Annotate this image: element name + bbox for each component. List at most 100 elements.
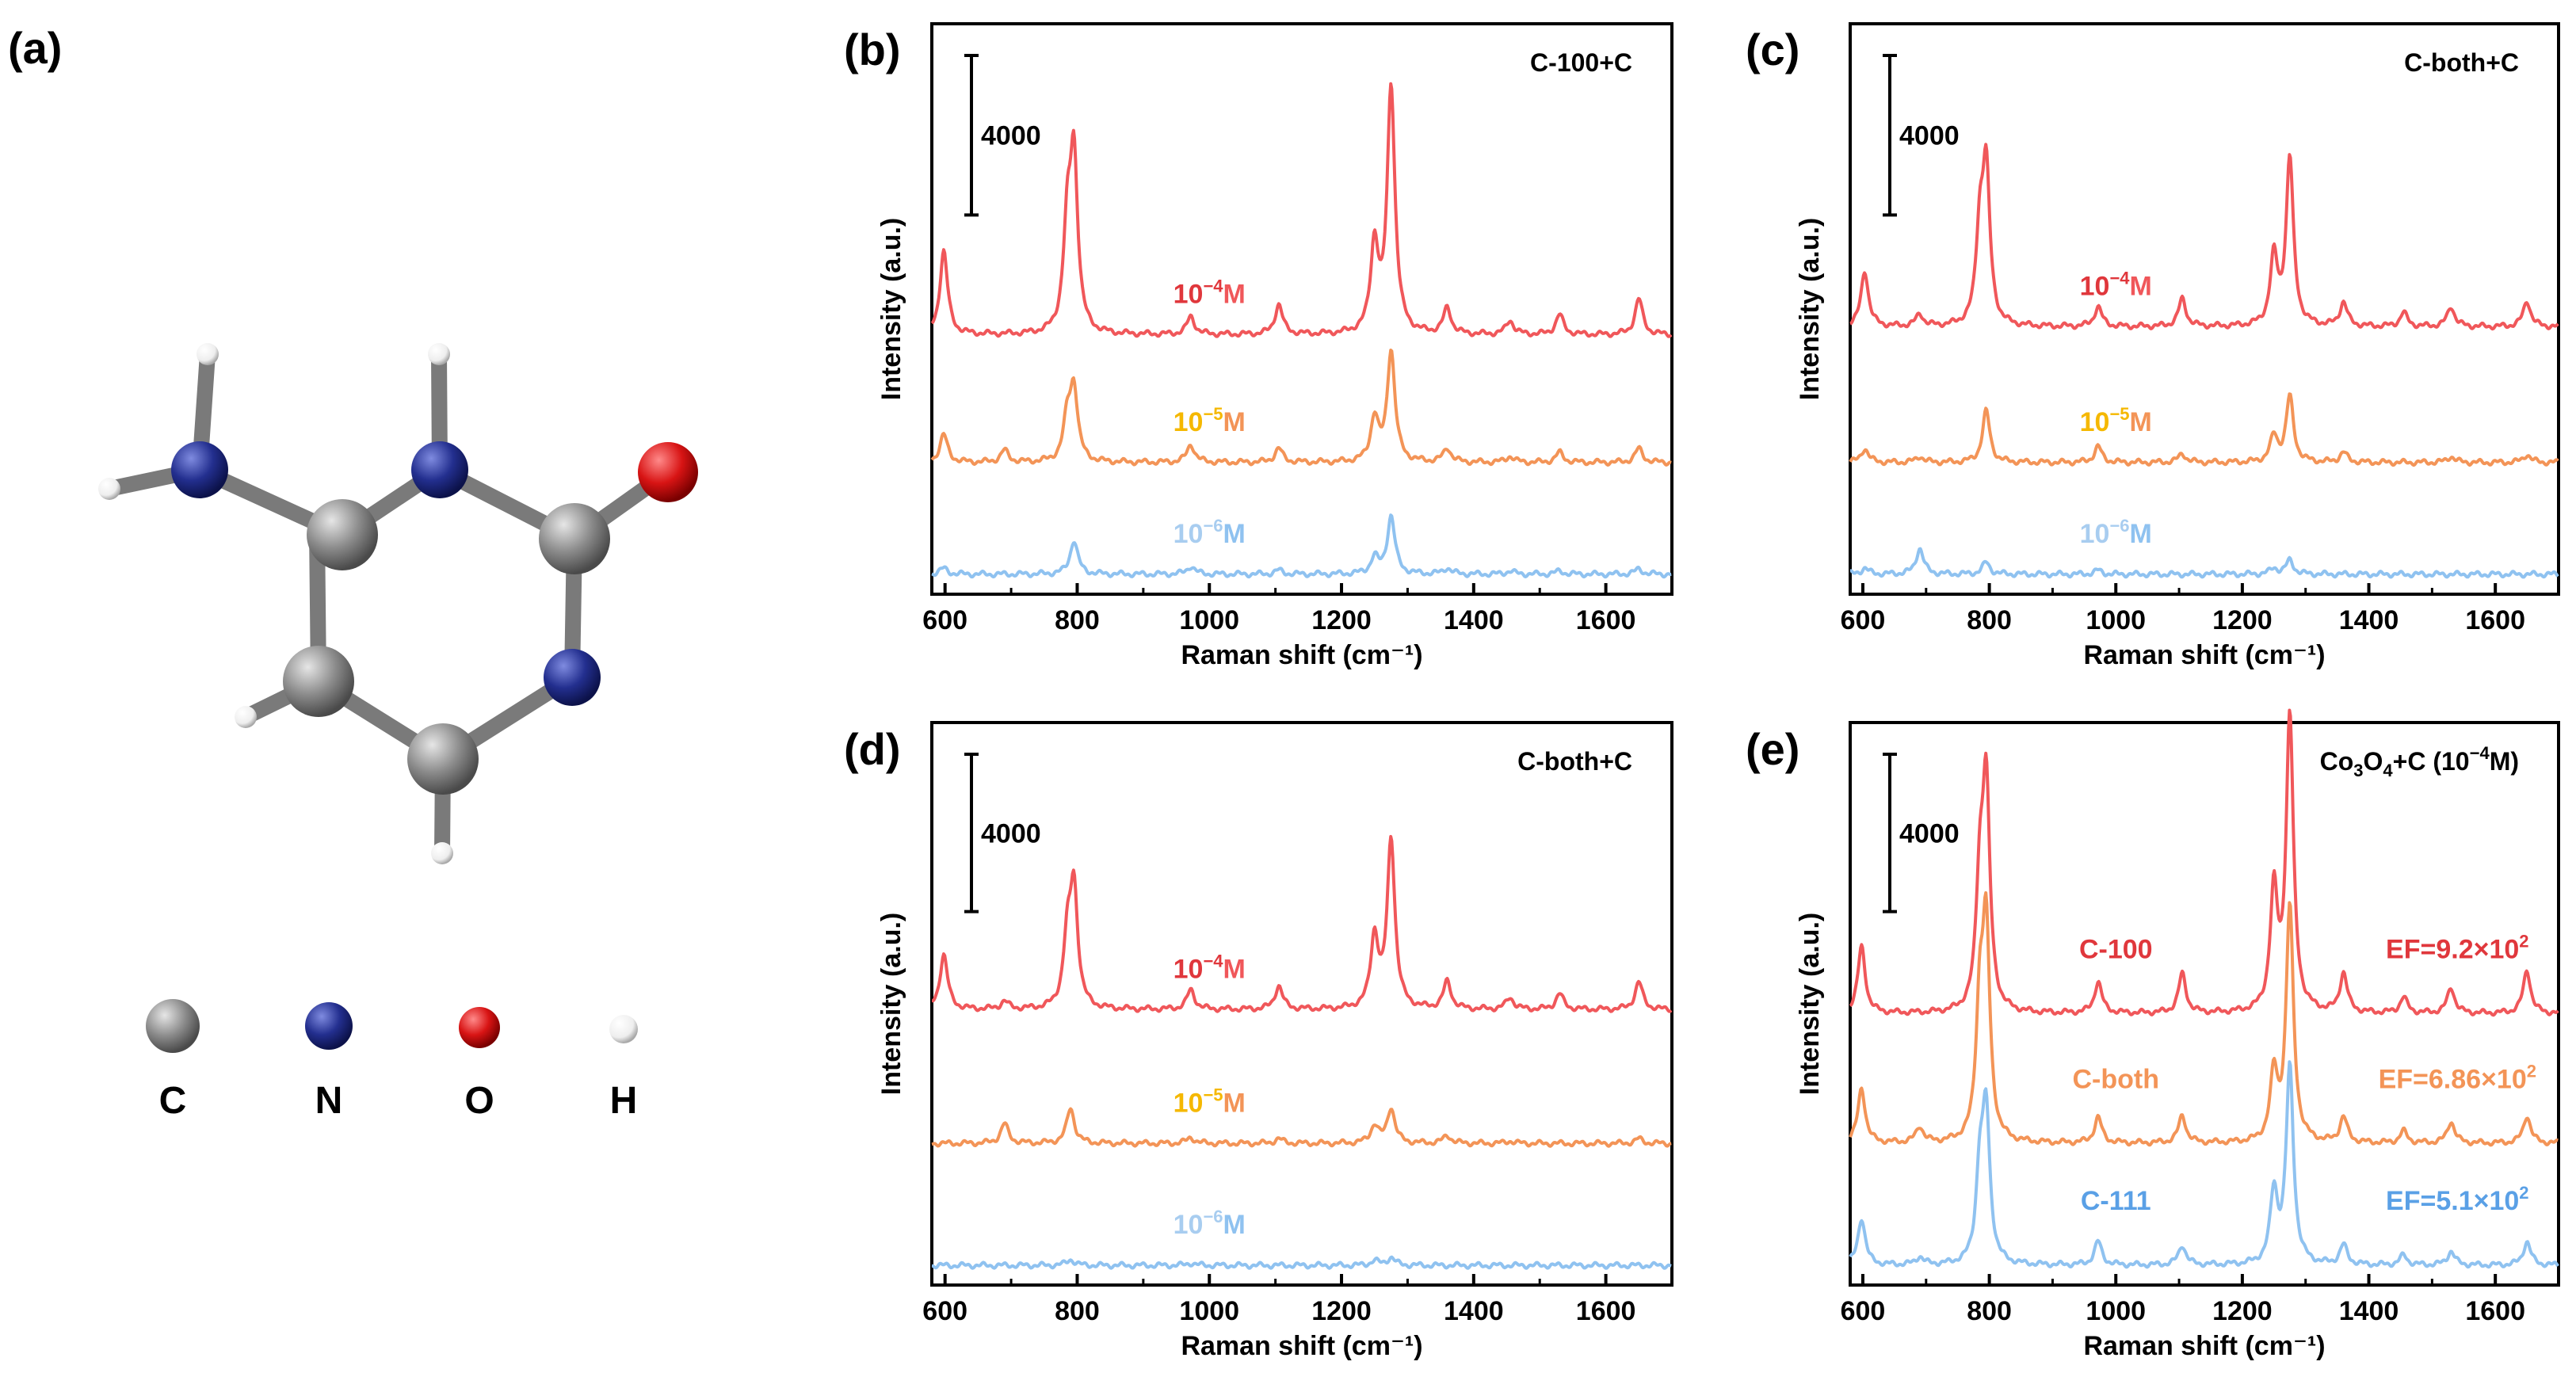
molecule-atoms xyxy=(98,343,698,864)
legend-item-h: H xyxy=(609,1015,638,1122)
legend-item-c: C xyxy=(146,999,200,1122)
x-tick-label: 1000 xyxy=(1179,605,1239,635)
x-tick-label: 1400 xyxy=(1444,605,1504,635)
scale-bar: 4000 xyxy=(1883,753,1960,913)
atom-c xyxy=(307,499,378,570)
x-tick-label: 1600 xyxy=(1576,1296,1636,1326)
series-label: 10−5M xyxy=(1174,404,1246,437)
x-tick-label: 800 xyxy=(1055,605,1100,635)
x-tick-label: 600 xyxy=(1841,605,1886,635)
x-tick-label: 1400 xyxy=(2339,1296,2399,1326)
series-label: 10−4M xyxy=(1174,276,1246,310)
x-tick-label: 1000 xyxy=(1179,1296,1239,1326)
series-line xyxy=(1849,392,2559,467)
chart-title: C-100+C xyxy=(1530,48,1632,77)
x-tick-label: 800 xyxy=(1967,605,2012,635)
atom-c xyxy=(407,723,479,795)
x-tick-label: 1200 xyxy=(1311,1296,1372,1326)
series-label: 10−5M xyxy=(2080,404,2152,437)
atom-legend: C N O H xyxy=(146,999,638,1122)
panel-label: (b) xyxy=(844,25,901,74)
atom-h xyxy=(431,842,453,864)
scale-bar: 4000 xyxy=(964,54,1041,217)
series-line xyxy=(1849,1060,2559,1269)
legend-swatch-c xyxy=(146,999,200,1053)
series-label: 10−6M xyxy=(1174,516,1246,549)
x-tick-label: 1600 xyxy=(2465,605,2525,635)
series-line xyxy=(1849,708,2559,1017)
x-tick-label: 600 xyxy=(922,1296,967,1326)
x-tick-label: 1600 xyxy=(2465,1296,2525,1326)
atom-o xyxy=(638,442,698,502)
x-axis-label: Raman shift (cm⁻¹) xyxy=(2083,640,2325,670)
scale-bar: 4000 xyxy=(1883,54,1960,217)
series-line xyxy=(931,1107,1672,1148)
panel-b-chart: (b) 600 800 1000 1200 1400 1600 Raman shift (cm… xyxy=(844,22,1673,670)
x-axis-label: Raman shift (cm⁻¹) xyxy=(2083,1331,2325,1361)
panel-label: (c) xyxy=(1746,25,1799,74)
legend-item-o: O xyxy=(459,1007,500,1122)
series-line xyxy=(1849,890,2559,1147)
atom-h xyxy=(428,343,450,365)
chart-title: C-both+C xyxy=(1517,747,1632,776)
x-tick-label: 1400 xyxy=(1444,1296,1504,1326)
atom-n xyxy=(411,441,468,498)
legend-label-c: C xyxy=(159,1080,187,1122)
series-label: C-both xyxy=(2072,1064,2159,1094)
atom-h xyxy=(197,343,219,365)
x-tick-label: 1200 xyxy=(2212,605,2273,635)
y-axis-label: Intensity (a.u.) xyxy=(1795,218,1825,400)
chart-title: Co3O4+C (10−4M) xyxy=(2320,743,2519,780)
x-tick-label: 600 xyxy=(1841,1296,1886,1326)
ef-label: EF=9.2×102 xyxy=(2386,931,2529,964)
series-label: 10−4M xyxy=(2080,269,2152,302)
x-tick-label: 1200 xyxy=(1311,605,1372,635)
series-label: 10−4M xyxy=(1174,951,1246,984)
series-label: 10−6M xyxy=(2080,516,2152,549)
ef-label: EF=6.86×102 xyxy=(2379,1061,2536,1094)
legend-swatch-h xyxy=(609,1015,638,1043)
series-label: 10−6M xyxy=(1174,1207,1246,1240)
panel-a: (a) xyxy=(8,23,698,1122)
panel-label: (e) xyxy=(1746,724,1799,774)
panel-e-chart: (e) 600 800 1000 1200 1400 1600 Raman shift (cm… xyxy=(1746,708,2560,1361)
series-line xyxy=(930,82,1673,338)
legend-label-o: O xyxy=(464,1080,494,1122)
x-tick-label: 1400 xyxy=(2339,605,2399,635)
atom-n xyxy=(544,649,601,706)
series-line xyxy=(1849,547,2559,579)
scale-bar-label: 4000 xyxy=(1899,121,1960,151)
x-axis-label: Raman shift (cm⁻¹) xyxy=(1181,640,1422,670)
panel-d-chart: (d) 600 800 1000 1200 1400 1600 Raman shift (cm… xyxy=(844,721,1673,1361)
series-line xyxy=(931,834,1673,1013)
scale-bar: 4000 xyxy=(964,753,1041,913)
series-label: 10−5M xyxy=(1174,1085,1246,1118)
y-axis-label: Intensity (a.u.) xyxy=(876,913,906,1095)
x-axis-label: Raman shift (cm⁻¹) xyxy=(1181,1331,1422,1361)
molecule-bonds xyxy=(101,346,676,861)
scale-bar-label: 4000 xyxy=(981,818,1041,849)
plot-frame xyxy=(930,721,1673,1287)
panel-a-label: (a) xyxy=(8,23,62,73)
y-axis-label: Intensity (a.u.) xyxy=(876,218,906,400)
plot-frame xyxy=(930,22,1673,596)
series-line xyxy=(930,349,1672,467)
x-tick-label: 600 xyxy=(922,605,967,635)
x-tick-label: 800 xyxy=(1055,1296,1100,1326)
x-tick-label: 1000 xyxy=(2086,605,2146,635)
atom-c xyxy=(283,646,354,717)
series-line xyxy=(931,1255,1672,1270)
ef-label: EF=5.1×102 xyxy=(2386,1183,2529,1216)
atom-n xyxy=(171,441,228,498)
scale-bar-label: 4000 xyxy=(981,121,1041,151)
legend-label-h: H xyxy=(610,1080,638,1122)
legend-label-n: N xyxy=(315,1080,343,1122)
scale-bar-label: 4000 xyxy=(1899,818,1960,849)
atom-h xyxy=(98,478,120,500)
series-line xyxy=(1849,143,2559,331)
x-tick-label: 1000 xyxy=(2086,1296,2146,1326)
panel-c-chart: (c) 600 800 1000 1200 1400 1600 Raman shift (cm… xyxy=(1746,22,2560,670)
series-label: C-100 xyxy=(2079,934,2153,964)
x-tick-label: 1200 xyxy=(2212,1296,2273,1326)
